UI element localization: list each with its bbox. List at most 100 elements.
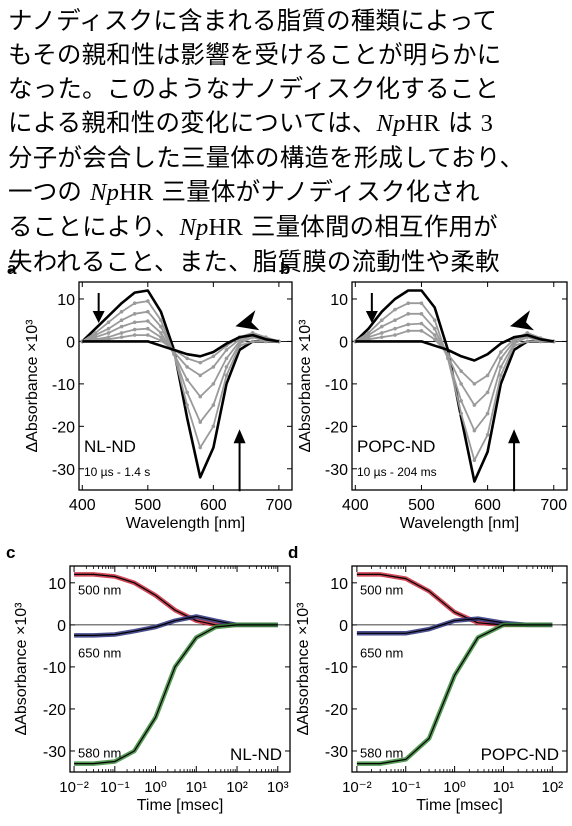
spectrum-point: [159, 331, 163, 335]
spectrum-point: [250, 331, 255, 335]
paragraph-segment: Np: [179, 214, 209, 241]
spectrum-point: [185, 390, 189, 395]
spectrum-point: [459, 399, 463, 403]
spectrum-point: [106, 320, 111, 325]
spectrum-point: [185, 365, 189, 369]
paragraph-segment: 3: [480, 110, 494, 137]
paragraph-line: 失われること、また、脂質膜の流動性や柔軟: [8, 245, 568, 279]
x-tick-label: 10¹: [185, 779, 207, 796]
arrow-down-icon: [365, 310, 378, 323]
spectrum-point: [159, 338, 163, 343]
arrow-up-icon: [508, 429, 521, 444]
y-axis-label: ΔAbsorbance ×10³: [297, 319, 314, 453]
y-tick-label: 10: [48, 576, 66, 593]
y-tick-label: -10: [52, 377, 75, 394]
spectrum-point: [393, 307, 397, 312]
spectrum-point: [159, 335, 163, 339]
y-tick-label: -30: [325, 744, 348, 761]
arrowhead-icon: [510, 310, 534, 331]
spectrum-point: [250, 339, 255, 344]
spectrum-series: [355, 322, 554, 407]
spectrum-point: [211, 365, 216, 369]
spectrum-point: [119, 318, 124, 323]
spectrum-point: [393, 333, 397, 337]
spectrum-point: [432, 318, 437, 323]
y-tick-label: -20: [325, 419, 348, 436]
spectrum-point: [406, 312, 411, 316]
time-range-label: 10 µs - 1.4 s: [84, 465, 150, 479]
kinetic-fit: [356, 624, 553, 765]
x-tick-label: 10⁰: [144, 779, 167, 796]
spectrum-series: [81, 289, 279, 479]
spectrum-point: [211, 403, 216, 407]
x-tick-label: 600: [200, 497, 227, 514]
spectrum-point: [146, 299, 150, 303]
x-tick-label: 10⁻¹: [100, 779, 130, 796]
paragraph-segment: 分子が会合した三量体の構造を形成しており、: [8, 143, 525, 172]
spectrum-point: [446, 352, 450, 356]
paragraph-line: なった。このようなナノディスク化すること: [8, 72, 568, 106]
spectrum-point: [132, 312, 137, 316]
spectrum-series: [81, 300, 279, 449]
spectrum-point: [406, 329, 411, 333]
paragraph-segment: 一つの: [8, 177, 91, 206]
paragraph-segment: もその親和性は影響を受けることが明らかに: [8, 40, 502, 69]
spectrum-point: [472, 403, 477, 407]
trace-label: 580 nm: [78, 746, 121, 761]
paragraph-line: ることにより、NpHR 三量体間の相互作用が: [8, 210, 568, 245]
spectrum-point: [198, 445, 203, 450]
spectrum-point: [406, 301, 411, 306]
y-axis-label: ΔAbsorbance ×10³: [295, 602, 312, 736]
spectrum-series: [355, 333, 555, 362]
spectrum-point: [419, 321, 424, 326]
spectrum-point: [379, 324, 384, 329]
spectrum-point: [159, 324, 163, 329]
paragraph-segment: 三量体がナノディスク化され: [153, 177, 480, 206]
spectrum-point: [499, 373, 503, 378]
spectrum-point: [132, 333, 137, 337]
x-tick-label: 10⁻²: [342, 779, 372, 796]
spectrum-series: [82, 320, 280, 398]
y-tick-label: 10: [57, 292, 75, 309]
paragraph-segment: Np: [376, 110, 406, 137]
spectrum-point: [185, 356, 189, 361]
spectrum-point: [106, 331, 111, 335]
paragraph-line: による親和性の変化については、NpHR は 3: [8, 106, 568, 141]
x-tick-label: 10⁻¹: [391, 779, 421, 796]
spectrum-point: [525, 339, 530, 344]
spectrum-series: [354, 312, 554, 432]
arrow-down-icon: [92, 310, 105, 323]
spectrum-series: [82, 333, 280, 358]
x-axis-label: Wavelength [nm]: [126, 515, 245, 532]
spectrum-point: [393, 318, 397, 323]
spectrum-point: [185, 403, 189, 407]
spectrum-point: [224, 365, 229, 369]
spectrum-point: [379, 335, 384, 339]
spectrum-series: [354, 302, 554, 462]
x-tick-label: 10⁰: [443, 779, 466, 796]
x-tick-label: 400: [342, 497, 369, 514]
x-tick-label: 500: [408, 497, 435, 514]
x-tick-label: 500: [134, 497, 161, 514]
spectrum-point: [499, 365, 503, 369]
paragraph-line: 一つの NpHR 三量体がナノディスク化され: [8, 175, 568, 210]
x-tick-label: 700: [266, 497, 293, 514]
spectrum-point: [185, 377, 189, 382]
spectrum-point: [472, 428, 477, 433]
y-tick-label: 0: [339, 618, 348, 635]
spectrum-point: [419, 329, 424, 333]
spectrum-point: [198, 373, 203, 378]
spectrum-point: [132, 320, 137, 325]
y-tick-label: 0: [66, 334, 75, 351]
paragraph-line: 分子が会合した三量体の構造を形成しており、: [8, 141, 568, 175]
x-tick-label: 10⁻²: [59, 779, 89, 796]
spectrum-point: [459, 411, 463, 416]
plot-frame: [351, 281, 568, 491]
spectrum-point: [485, 373, 490, 378]
x-tick-label: 400: [69, 497, 96, 514]
spectrum-point: [224, 356, 229, 361]
spectrum-point: [379, 331, 384, 335]
spectrum-point: [211, 382, 216, 386]
y-tick-label: -10: [325, 377, 348, 394]
